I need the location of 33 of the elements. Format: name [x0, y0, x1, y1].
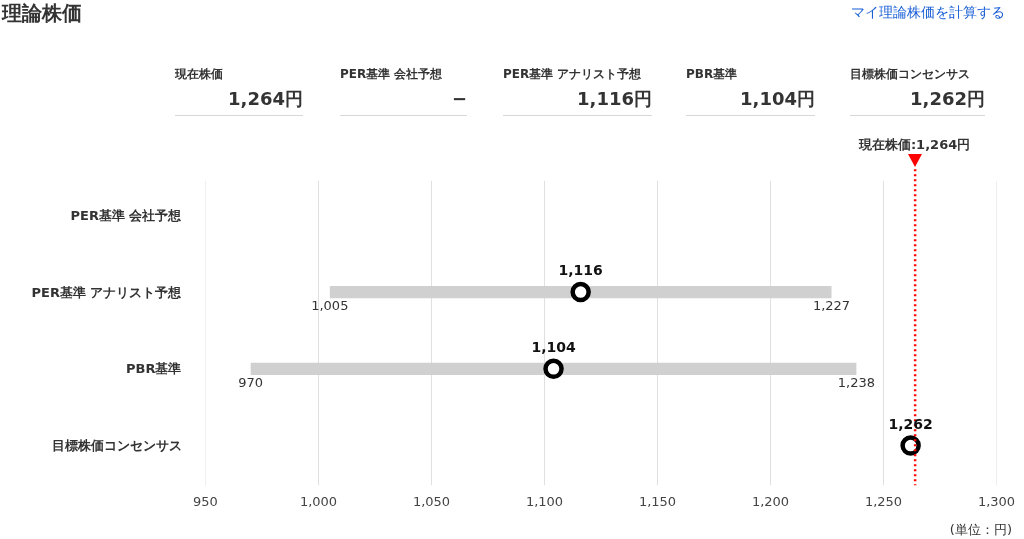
annotation: 970: [238, 375, 264, 391]
text: PER基準 会社予想: [340, 67, 443, 81]
y-tick-label: PER基準 アナリスト予想: [31, 284, 183, 300]
y-tick-label: PBR基準: [126, 361, 182, 377]
text: 1,116円: [577, 88, 652, 109]
x-tick-label: 1,050: [412, 493, 451, 509]
text: 目標株価コンセンサス: [850, 67, 970, 81]
text: PBR基準: [686, 67, 738, 81]
data-label: 1,104: [531, 338, 576, 355]
text: 現在株価: [175, 67, 223, 81]
x-tick-label: 1,000: [299, 493, 338, 509]
text: マイ理論株価を計算する: [851, 4, 1005, 20]
annotation: 1,005: [311, 298, 349, 314]
y-tick-label: 目標株価コンセンサス: [51, 438, 182, 454]
text: 1,264円: [228, 88, 303, 109]
x-tick-label: 950: [193, 493, 218, 509]
x-tick-label: 1,200: [751, 493, 790, 509]
text: (単位：円): [949, 522, 1012, 537]
ref-line-label: 現在株価:1,264円: [857, 137, 972, 152]
x-tick-label: 1,300: [977, 493, 1016, 509]
data-label: 1,262: [888, 415, 933, 432]
text: 1,262円: [910, 88, 985, 109]
text: 1,104円: [740, 88, 815, 109]
text: −: [451, 88, 467, 109]
x-tick-label: 1,150: [638, 493, 677, 509]
x-tick-label: 1,250: [864, 493, 903, 509]
text: 理論株価: [2, 1, 82, 25]
x-tick-label: 1,100: [525, 493, 564, 509]
annotation: 1,227: [812, 298, 851, 314]
text: PER基準 アナリスト予想: [503, 67, 642, 81]
y-tick-label: PER基準 会社予想: [70, 207, 183, 223]
annotation: 1,238: [837, 375, 875, 391]
data-label: 1,116: [558, 262, 603, 279]
